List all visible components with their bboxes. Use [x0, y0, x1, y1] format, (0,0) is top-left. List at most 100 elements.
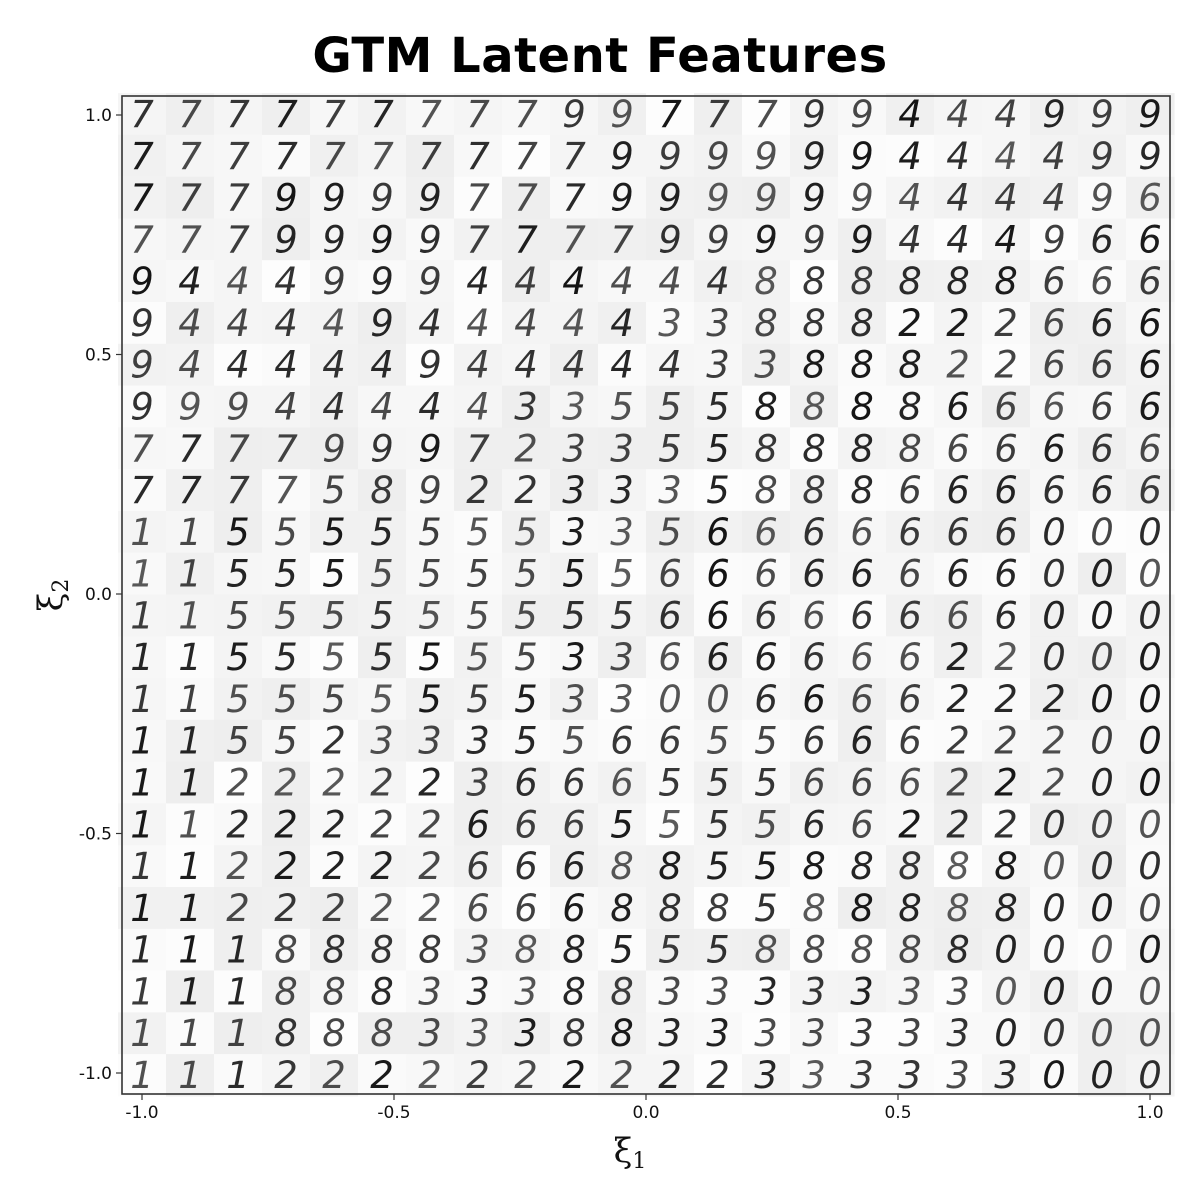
- digit-cell: 0: [1090, 762, 1114, 805]
- digit-cell: 8: [754, 427, 778, 470]
- digit-cell: 5: [466, 678, 490, 721]
- digit-cell: 3: [706, 302, 730, 345]
- digit-cell: 7: [274, 135, 298, 178]
- digit-cell: 6: [1090, 469, 1114, 512]
- cell-background: [502, 970, 551, 1013]
- cell-background: [550, 803, 599, 846]
- digit-cell: 2: [946, 762, 970, 805]
- digit-cell: 3: [898, 970, 922, 1013]
- cell-background: [790, 970, 839, 1013]
- digit-cell: 6: [706, 594, 730, 637]
- digit-cell: 3: [754, 1054, 778, 1097]
- cell-background: [406, 719, 455, 763]
- digit-cell: 3: [754, 344, 778, 387]
- cell-background: [1030, 260, 1079, 303]
- cell-background: [502, 887, 551, 930]
- cell-background: [1030, 385, 1079, 428]
- digit-cell: 8: [946, 260, 970, 303]
- cell-background: [454, 385, 503, 428]
- digit-cell: 4: [322, 344, 346, 387]
- cell-background: [1126, 887, 1175, 930]
- cell-background: [982, 260, 1031, 303]
- cell-background: [406, 803, 455, 846]
- cell-background: [1126, 302, 1175, 345]
- cell-background: [502, 1054, 551, 1097]
- digit-cell: 5: [562, 594, 586, 637]
- digit-cell: 6: [1042, 427, 1066, 470]
- digit-cell: 5: [706, 469, 730, 512]
- cell-background: [1126, 552, 1175, 596]
- digit-cell: 6: [1090, 302, 1114, 345]
- digit-cell: 6: [1138, 302, 1162, 345]
- cell-background: [406, 469, 455, 512]
- cell-background: [310, 887, 359, 930]
- cell-background: [166, 845, 215, 888]
- cell-background: [646, 845, 695, 888]
- cell-background: [1030, 761, 1079, 804]
- cell-background: [310, 594, 359, 637]
- cell-background: [742, 176, 791, 220]
- cell-background: [886, 260, 935, 303]
- digit-cell: 0: [1042, 1054, 1066, 1097]
- digit-cell: 0: [1042, 970, 1066, 1013]
- cell-background: [262, 552, 311, 596]
- digit-cell: 8: [658, 845, 682, 888]
- digit-cell: 6: [898, 678, 922, 721]
- cell-background: [502, 93, 551, 136]
- cell-background: [358, 636, 407, 679]
- digit-cell: 3: [754, 1012, 778, 1055]
- digit-cell: 2: [946, 636, 970, 679]
- cell-background: [742, 218, 791, 261]
- digit-cell: 8: [322, 929, 346, 972]
- digit-cell: 3: [562, 511, 586, 554]
- digit-cell: 7: [706, 93, 730, 136]
- digit-cell: 9: [562, 93, 586, 136]
- digit-cell: 7: [658, 93, 682, 136]
- cell-background: [1126, 93, 1175, 136]
- cell-background: [262, 887, 311, 930]
- digit-cell: 2: [418, 762, 442, 805]
- digit-cell: 6: [994, 553, 1018, 596]
- digit-cell: 9: [706, 218, 730, 261]
- digit-cell: 2: [610, 1054, 634, 1097]
- digit-cell: 9: [418, 427, 442, 470]
- cell-background: [166, 427, 215, 470]
- cell-background: [262, 594, 311, 637]
- cell-background: [550, 1054, 599, 1097]
- cell-background: [166, 469, 215, 512]
- digit-cell: 2: [322, 1054, 346, 1097]
- cell-background: [454, 510, 503, 554]
- digit-cell: 9: [658, 135, 682, 178]
- digit-cell: 6: [562, 762, 586, 805]
- cell-background: [118, 302, 167, 345]
- cell-background: [1030, 719, 1079, 763]
- x-tick-label: -0.5: [377, 1103, 410, 1123]
- cell-background: [790, 385, 839, 428]
- digit-cell: 8: [802, 260, 826, 303]
- cell-background: [886, 176, 935, 220]
- cell-background: [214, 803, 263, 846]
- digit-cell: 2: [994, 636, 1018, 679]
- digit-cell: 4: [706, 260, 730, 303]
- cell-background: [598, 1054, 647, 1097]
- digit-cell: 1: [226, 1054, 250, 1097]
- digit-cell: 7: [466, 218, 490, 261]
- digit-cell: 9: [802, 135, 826, 178]
- cell-background: [1126, 218, 1175, 261]
- digit-cell: 4: [322, 302, 346, 345]
- digit-cell: 6: [946, 594, 970, 637]
- digit-cell: 3: [418, 720, 442, 763]
- digit-cell: 6: [898, 553, 922, 596]
- cell-background: [646, 93, 695, 136]
- digit-cell: 2: [994, 762, 1018, 805]
- cell-background: [550, 385, 599, 428]
- cell-background: [694, 176, 743, 220]
- digit-cell: 7: [178, 177, 202, 220]
- digit-cell: 2: [370, 803, 394, 846]
- cell-background: [262, 928, 311, 972]
- cell-background: [118, 928, 167, 972]
- digit-cell: 0: [1090, 553, 1114, 596]
- digit-cell: 9: [754, 135, 778, 178]
- digit-cell: 3: [466, 1012, 490, 1055]
- cell-background: [118, 887, 167, 930]
